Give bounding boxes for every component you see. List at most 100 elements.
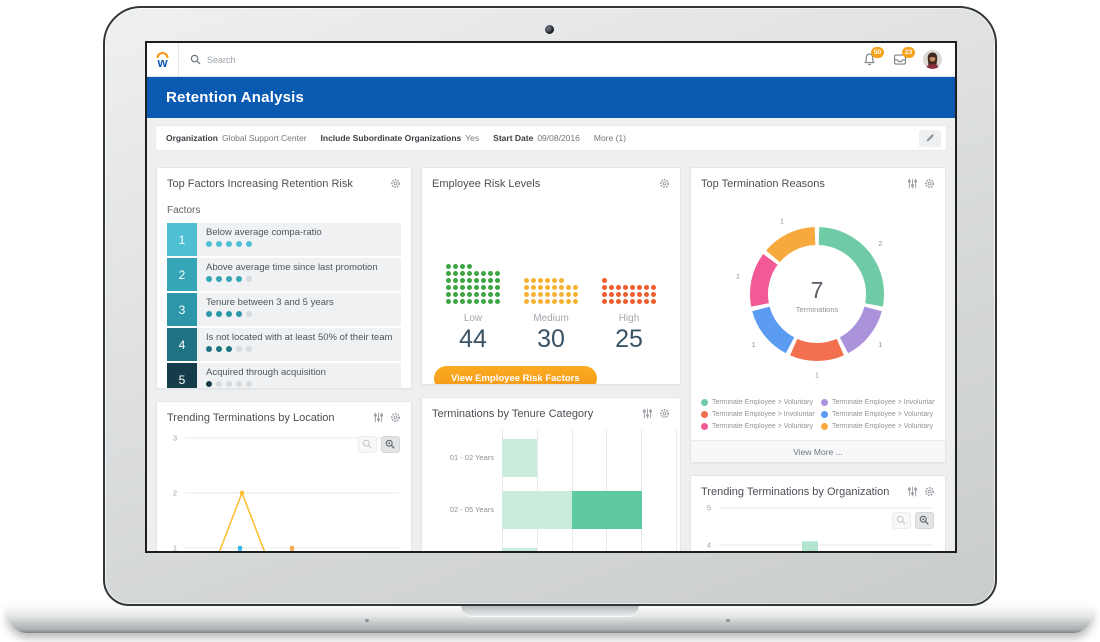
score-dot	[246, 241, 252, 247]
risk-dot	[623, 299, 628, 304]
data-point[interactable]	[237, 545, 243, 551]
edit-filters-button[interactable]	[919, 129, 941, 147]
legend-item[interactable]: Terminate Employee > Involuntary ...	[701, 411, 815, 418]
filter-label: Start Date	[493, 133, 534, 143]
card-settings-button[interactable]	[390, 178, 401, 189]
risk-dot	[495, 271, 500, 276]
donut-segment[interactable]	[752, 306, 795, 354]
legend-item[interactable]: Terminate Employee > Voluntary > ...	[821, 423, 935, 430]
risk-dot	[474, 285, 479, 290]
card-filter-button[interactable]	[642, 408, 653, 419]
inbox-button[interactable]: 23	[892, 47, 915, 67]
risk-dot	[524, 285, 529, 290]
donut-segment-label: 1	[878, 340, 882, 349]
risk-dot	[552, 292, 557, 297]
risk-dot	[545, 285, 550, 290]
card-filter-button[interactable]	[373, 412, 384, 423]
magnifier-minus-icon	[896, 515, 906, 525]
location-line-chart: 3 2 1	[173, 434, 399, 553]
legend-label: Terminate Employee > Voluntary > ...	[832, 411, 935, 418]
risk-dot-row	[523, 284, 579, 291]
filter-value[interactable]: Yes	[465, 133, 480, 143]
zoom-controls	[892, 512, 934, 529]
card-filter-button[interactable]	[907, 486, 918, 497]
risk-dot	[446, 285, 451, 290]
notifications-badge: 50	[871, 47, 884, 58]
data-point[interactable]	[239, 490, 245, 496]
card-settings-button[interactable]	[390, 412, 401, 423]
risk-dot-matrix	[523, 263, 579, 305]
card-filter-button[interactable]	[907, 178, 918, 189]
search-input[interactable]: Search	[190, 54, 236, 65]
risk-dot	[467, 271, 472, 276]
risk-dot	[559, 278, 564, 283]
legend-item[interactable]: Terminate Employee > Involuntary ...	[821, 399, 935, 406]
filter-value[interactable]: 09/08/2016	[537, 133, 580, 143]
avatar[interactable]	[923, 50, 942, 69]
factor-row[interactable]: 1 Below average compa-ratio	[167, 223, 401, 256]
risk-dot	[545, 292, 550, 297]
view-employee-risk-factors-button[interactable]: View Employee Risk Factors	[434, 366, 597, 384]
bar-segment[interactable]	[502, 439, 537, 477]
factor-row[interactable]: 2 Above average time since last promotion	[167, 258, 401, 291]
score-dot	[216, 346, 222, 352]
donut-segment[interactable]	[766, 227, 816, 263]
filter-value[interactable]: Global Support Center	[221, 133, 307, 143]
card-settings-button[interactable]	[924, 486, 935, 497]
zoom-in-button[interactable]	[915, 512, 934, 529]
factor-row[interactable]: 4 Is not located with at least 50% of the…	[167, 328, 401, 361]
risk-dot	[566, 299, 571, 304]
donut-segment[interactable]	[790, 338, 844, 361]
risk-dot	[531, 299, 536, 304]
factors-section-label: Factors	[167, 205, 201, 216]
bar[interactable]	[802, 541, 818, 553]
donut-segment[interactable]	[749, 254, 778, 307]
factor-body: Is not located with at least 50% of thei…	[197, 328, 401, 361]
card-settings-button[interactable]	[659, 408, 670, 419]
zoom-out-button[interactable]	[892, 512, 911, 529]
risk-dot	[460, 292, 465, 297]
legend-item[interactable]: Terminate Employee > Voluntary > ...	[701, 399, 815, 406]
donut-segment[interactable]	[839, 306, 882, 354]
view-more-button[interactable]: View More ...	[691, 440, 945, 462]
risk-dot	[488, 271, 493, 276]
organization-bar-chart: 54	[707, 504, 933, 553]
bar-segment[interactable]	[572, 491, 642, 529]
card-settings-button[interactable]	[659, 178, 670, 189]
data-point[interactable]	[289, 545, 295, 551]
score-dot	[206, 311, 212, 317]
legend-item[interactable]: Terminate Employee > Voluntary > ...	[821, 411, 935, 418]
legend-item[interactable]: Terminate Employee > Voluntary > ...	[701, 423, 815, 430]
card-trending-organization: Trending Terminations by Organization	[690, 475, 946, 553]
score-dot	[206, 276, 212, 282]
factor-body: Tenure between 3 and 5 years	[197, 293, 401, 326]
bar-segment[interactable]	[502, 491, 572, 529]
y-axis-tick: 1	[173, 544, 177, 553]
gridline	[641, 429, 643, 551]
risk-dot	[602, 299, 607, 304]
zoom-in-button[interactable]	[381, 436, 400, 453]
factor-body: Acquired through acquisition	[197, 363, 401, 388]
risk-dot	[495, 285, 500, 290]
risk-level-value: 25	[615, 325, 643, 353]
bar-segment[interactable]	[502, 548, 537, 551]
risk-level-label: Low	[463, 313, 483, 324]
factor-label: Above average time since last promotion	[206, 262, 378, 273]
zoom-out-button[interactable]	[358, 436, 377, 453]
card-settings-button[interactable]	[924, 178, 935, 189]
filter-value[interactable]: More (1)	[593, 133, 626, 143]
risk-dot	[467, 264, 472, 269]
factor-row[interactable]: 5 Acquired through acquisition	[167, 363, 401, 388]
workday-logo[interactable]: w	[147, 43, 178, 76]
factor-body: Below average compa-ratio	[197, 223, 401, 256]
risk-dot	[467, 292, 472, 297]
risk-dot	[545, 278, 550, 283]
risk-dot	[453, 278, 458, 283]
donut-segment[interactable]	[818, 227, 885, 307]
score-dot	[236, 381, 242, 387]
notifications-button[interactable]: 50	[862, 47, 884, 67]
score-dot	[216, 381, 222, 387]
factor-row[interactable]: 3 Tenure between 3 and 5 years	[167, 293, 401, 326]
risk-group: Low 44	[445, 263, 501, 354]
